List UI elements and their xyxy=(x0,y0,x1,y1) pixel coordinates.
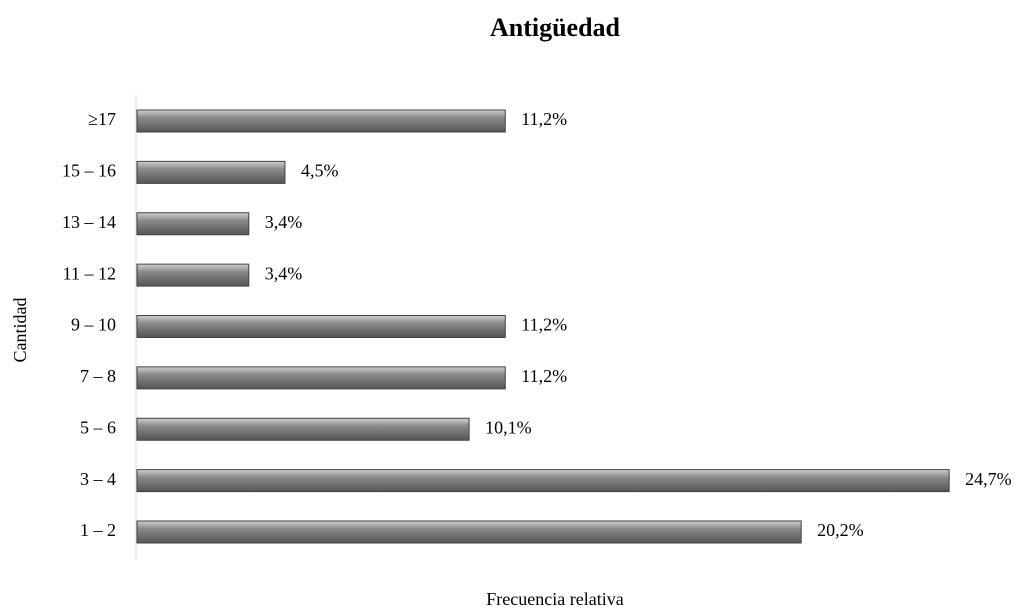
y-tick-label: 9 – 10 xyxy=(71,315,116,335)
y-tick-label: 11 – 12 xyxy=(63,263,116,283)
value-label: 3,4% xyxy=(265,263,303,283)
bar xyxy=(136,469,950,493)
value-label: 11,2% xyxy=(521,109,567,129)
y-tick-label: 15 – 16 xyxy=(62,161,116,181)
y-tick-label: ≥17 xyxy=(88,109,116,129)
y-tick-label: 1 – 2 xyxy=(80,520,116,540)
value-label: 4,5% xyxy=(301,161,339,181)
bar xyxy=(136,109,506,133)
y-tick-label: 3 – 4 xyxy=(80,469,116,489)
y-axis-label: Cantidad xyxy=(10,298,30,363)
bar xyxy=(136,417,470,441)
bar xyxy=(136,520,802,544)
value-label: 3,4% xyxy=(265,212,303,232)
chart-title: Antigüedad xyxy=(490,13,621,42)
bar xyxy=(136,212,250,236)
value-label: 20,2% xyxy=(817,520,864,540)
value-label: 11,2% xyxy=(521,366,567,386)
y-tick-label: 7 – 8 xyxy=(80,366,116,386)
x-axis-label: Frecuencia relativa xyxy=(486,589,623,609)
bar xyxy=(136,366,506,390)
y-tick-label: 5 – 6 xyxy=(80,417,116,437)
bar xyxy=(136,315,506,338)
bar xyxy=(136,263,250,287)
y-tick-label: 13 – 14 xyxy=(62,212,116,232)
value-label: 11,2% xyxy=(521,315,567,335)
value-label: 24,7% xyxy=(965,469,1012,489)
bar xyxy=(136,160,286,184)
value-label: 10,1% xyxy=(485,417,532,437)
